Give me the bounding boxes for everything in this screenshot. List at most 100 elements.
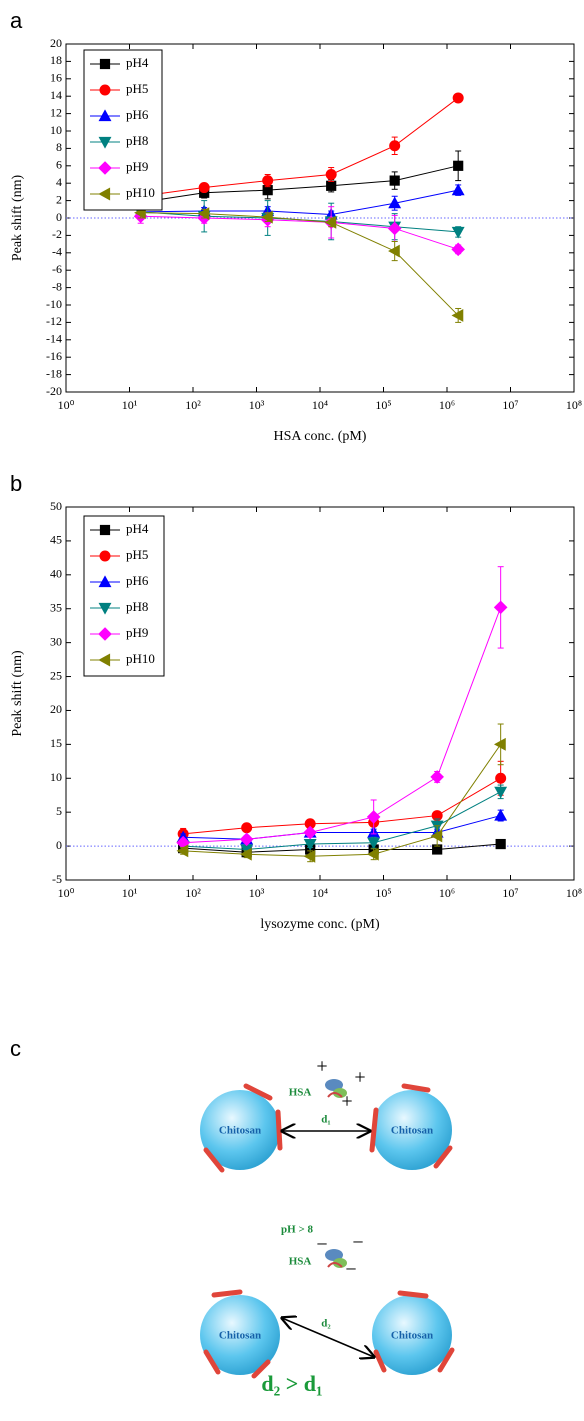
- x-tick-label: 10⁴: [312, 398, 328, 412]
- x-tick-label: 10⁷: [502, 398, 518, 412]
- distance-arrow: [282, 1318, 374, 1357]
- marker: [453, 160, 464, 171]
- marker: [176, 844, 189, 858]
- protein-label: HSA: [289, 1087, 312, 1099]
- y-tick-label: -16: [46, 349, 62, 363]
- x-tick-label: 10⁰: [58, 886, 75, 900]
- marker: [388, 244, 400, 258]
- series-line: [140, 215, 459, 250]
- charge: −: [316, 1234, 327, 1256]
- particle: [200, 1090, 280, 1170]
- y-tick-label: 20: [50, 702, 62, 716]
- marker: [198, 182, 210, 194]
- marker: [98, 575, 112, 588]
- marker: [98, 602, 112, 615]
- y-tick-label: 18: [50, 53, 62, 67]
- y-tick-label: -10: [46, 297, 62, 311]
- marker: [451, 308, 464, 322]
- distance-label: d₂: [321, 1318, 331, 1330]
- particle-label: Chitosan: [219, 1330, 261, 1342]
- x-tick-label: 10²: [185, 886, 201, 900]
- x-axis-label: HSA conc. (pM): [274, 429, 367, 444]
- legend-label: pH4: [126, 55, 149, 70]
- marker: [98, 187, 111, 201]
- legend-label: pH9: [126, 625, 148, 640]
- protein-label: HSA: [289, 1256, 312, 1268]
- y-tick-label: 4: [56, 175, 62, 189]
- x-tick-label: 10³: [249, 398, 265, 412]
- marker: [99, 84, 111, 96]
- y-tick-label: -14: [46, 332, 62, 346]
- series-line: [140, 165, 459, 203]
- marker: [494, 786, 508, 799]
- marker: [387, 221, 402, 236]
- series-line: [140, 211, 459, 233]
- marker: [262, 175, 274, 187]
- marker: [494, 808, 508, 821]
- y-tick-label: 6: [56, 158, 62, 172]
- y-tick-label: 25: [50, 668, 62, 682]
- marker: [98, 136, 112, 149]
- marker: [303, 825, 317, 840]
- x-tick-label: 10⁵: [375, 886, 391, 900]
- particle: [372, 1090, 452, 1170]
- marker: [98, 653, 111, 667]
- y-tick-label: 10: [50, 770, 62, 784]
- marker: [389, 140, 401, 152]
- series-line: [183, 777, 501, 835]
- y-tick-label: -20: [46, 384, 62, 398]
- marker: [239, 832, 254, 847]
- y-tick-label: 14: [50, 88, 62, 102]
- y-tick-label: 45: [50, 533, 62, 547]
- series-line: [140, 212, 459, 316]
- legend-label: pH10: [126, 185, 155, 200]
- marker: [241, 822, 253, 834]
- x-tick-label: 10⁰: [58, 398, 75, 412]
- marker: [366, 810, 381, 824]
- legend-box: [83, 49, 163, 211]
- marker: [324, 215, 337, 229]
- marker: [367, 837, 381, 850]
- x-tick-label: 10⁴: [312, 886, 328, 900]
- chart: b 10⁰ 10¹ 10² 10³ 10⁴ 10⁵ 10⁶ 10⁷ 10⁸ -5 0 5 10 15 20 25…: [10, 471, 582, 932]
- y-tick-label: 16: [50, 71, 62, 85]
- particle-label: Chitosan: [391, 1330, 433, 1342]
- y-tick-label: 20: [50, 36, 62, 50]
- y-tick-label: -18: [46, 366, 62, 380]
- legend-label: pH5: [126, 547, 148, 562]
- series-line: [140, 189, 459, 216]
- marker: [303, 838, 317, 851]
- x-tick-label: 10³: [249, 886, 265, 900]
- x-tick-label: 10⁵: [375, 398, 391, 412]
- marker: [494, 737, 506, 751]
- marker: [495, 838, 506, 850]
- legend-box: [83, 515, 165, 677]
- y-tick-label: -12: [46, 314, 62, 328]
- marker: [303, 849, 316, 863]
- marker: [367, 847, 379, 861]
- conclusion: d₂ > d₁: [261, 1371, 322, 1396]
- legend-label: pH8: [126, 599, 148, 614]
- marker: [451, 242, 465, 257]
- ligands: [203, 1083, 453, 1173]
- marker: [98, 627, 112, 641]
- x-axis-label: lysozyme conc. (pM): [260, 917, 380, 932]
- marker: [99, 524, 111, 536]
- y-axis-label: Peak shift (nm): [10, 650, 25, 737]
- legend-label: pH6: [126, 107, 149, 122]
- series-line: [183, 791, 501, 850]
- y-tick-label: 15: [50, 736, 62, 750]
- marker: [197, 207, 210, 221]
- series-line: [183, 815, 501, 840]
- marker: [98, 109, 112, 122]
- y-tick-label: 2: [56, 192, 62, 206]
- charge: −: [352, 1232, 363, 1254]
- y-tick-label: 30: [50, 634, 62, 648]
- marker: [430, 829, 443, 843]
- x-tick-label: 10¹: [122, 398, 138, 412]
- diagram: c HSA + + + Chitosan Chitosan d₁ pH > 8 …: [10, 1036, 455, 1396]
- legend-label: pH4: [126, 521, 149, 536]
- panel-label: a: [10, 8, 23, 33]
- series-line: [140, 97, 459, 197]
